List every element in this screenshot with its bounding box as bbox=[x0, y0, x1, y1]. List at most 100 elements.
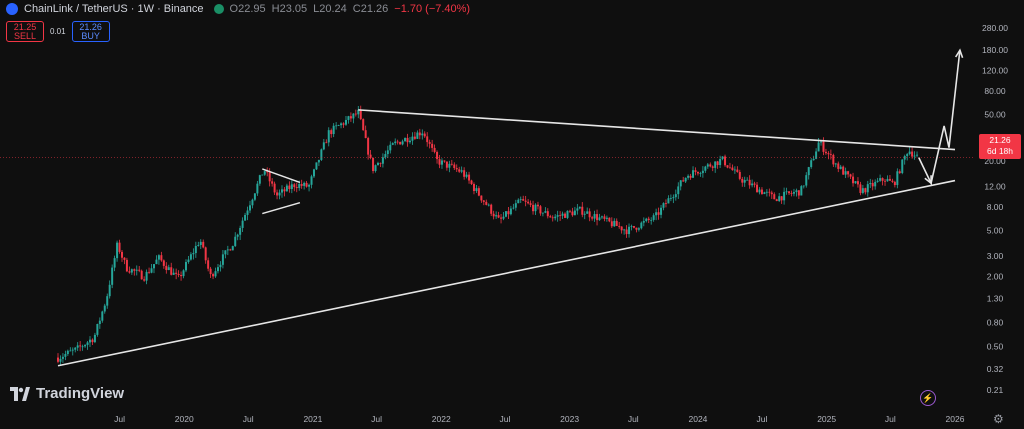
candle-body bbox=[143, 279, 145, 280]
candle-body bbox=[404, 138, 406, 141]
candle-body bbox=[724, 156, 726, 165]
candle-body bbox=[697, 172, 699, 173]
candle-body bbox=[475, 188, 477, 191]
candle-body bbox=[215, 271, 217, 276]
candle-body bbox=[773, 194, 775, 199]
candle-body bbox=[569, 211, 571, 212]
candle-body bbox=[173, 273, 175, 275]
tradingview-logo-icon bbox=[10, 387, 30, 401]
candle-body bbox=[557, 215, 559, 217]
candle-body bbox=[889, 179, 891, 181]
candle-body bbox=[303, 183, 305, 186]
candle-body bbox=[520, 199, 522, 200]
y-tick-label: 0.50 bbox=[987, 341, 1004, 351]
candle-body bbox=[119, 243, 121, 252]
candle-body bbox=[453, 165, 455, 168]
candle-body bbox=[170, 267, 172, 275]
candle-body bbox=[202, 242, 204, 248]
candle-body bbox=[229, 249, 231, 250]
y-tick-label: 80.00 bbox=[984, 86, 1006, 96]
candle-body bbox=[640, 223, 642, 229]
candle-body bbox=[704, 167, 706, 171]
sell-label: SELL bbox=[7, 32, 43, 41]
candle-body bbox=[510, 209, 512, 215]
candle-body bbox=[832, 155, 834, 164]
candle-body bbox=[790, 193, 792, 194]
candle-body bbox=[288, 186, 290, 189]
symbol-title[interactable]: ChainLink / TetherUS · 1W · Binance bbox=[24, 3, 204, 15]
tradingview-logo[interactable]: TradingView bbox=[10, 385, 124, 402]
buy-button[interactable]: 21.26 BUY bbox=[72, 21, 110, 42]
candle-body bbox=[485, 202, 487, 205]
last-price-value: 21.26 bbox=[979, 135, 1021, 146]
candle-body bbox=[296, 187, 298, 188]
candle-body bbox=[746, 180, 748, 181]
market-status-icon bbox=[214, 4, 224, 14]
trendline[interactable] bbox=[358, 110, 955, 150]
ohlc-close: C21.26 bbox=[353, 3, 388, 15]
candle-body bbox=[210, 269, 212, 274]
candle-body bbox=[82, 346, 84, 347]
candle-body bbox=[424, 134, 426, 137]
candle-body bbox=[589, 211, 591, 217]
y-tick-label: 5.00 bbox=[987, 226, 1004, 236]
candle-body bbox=[830, 154, 832, 155]
candle-body bbox=[69, 351, 71, 352]
candle-body bbox=[212, 274, 214, 276]
candle-body bbox=[249, 205, 251, 210]
candle-body bbox=[690, 176, 692, 178]
sell-button[interactable]: 21.25 SELL bbox=[6, 21, 44, 42]
candle-body bbox=[345, 120, 347, 125]
lightning-icon[interactable]: ⚡ bbox=[920, 390, 936, 406]
candle-body bbox=[106, 296, 108, 305]
candle-body bbox=[222, 254, 224, 264]
candle-body bbox=[133, 269, 135, 271]
candle-body bbox=[399, 142, 401, 144]
gear-icon[interactable]: ⚙ bbox=[993, 412, 1004, 426]
candle-body bbox=[116, 243, 118, 258]
candle-body bbox=[554, 217, 556, 218]
candle-body bbox=[672, 197, 674, 198]
candle-body bbox=[584, 214, 586, 215]
pennant-lower-line[interactable] bbox=[262, 203, 300, 214]
candle-body bbox=[160, 255, 162, 260]
candle-body bbox=[835, 163, 837, 164]
candle-body bbox=[434, 148, 436, 152]
ohlc-change: −1.70 (−7.40%) bbox=[394, 3, 470, 15]
candle-body bbox=[864, 188, 866, 192]
x-tick-label: Jul bbox=[499, 414, 510, 424]
candle-body bbox=[62, 357, 64, 359]
candle-body bbox=[608, 218, 610, 222]
candle-body bbox=[766, 192, 768, 193]
x-tick-label: Jul bbox=[628, 414, 639, 424]
candle-body bbox=[648, 219, 650, 220]
candle-body bbox=[175, 273, 177, 274]
candle-body bbox=[776, 199, 778, 201]
candle-body bbox=[847, 171, 849, 174]
candle-body bbox=[370, 155, 372, 158]
candle-body bbox=[281, 189, 283, 192]
candle-body bbox=[840, 167, 842, 169]
candle-body bbox=[882, 178, 884, 181]
candle-body bbox=[77, 345, 79, 347]
candle-body bbox=[490, 205, 492, 214]
candle-body bbox=[682, 180, 684, 181]
candle-body bbox=[301, 184, 303, 186]
trendline[interactable] bbox=[58, 181, 955, 366]
candle-body bbox=[805, 175, 807, 185]
y-tick-label: 0.80 bbox=[987, 318, 1004, 328]
candle-body bbox=[559, 215, 561, 216]
x-tick-label: 2026 bbox=[946, 414, 965, 424]
projection-path[interactable] bbox=[919, 50, 960, 183]
pennant-upper-line[interactable] bbox=[262, 169, 300, 182]
trade-panel: 21.25 SELL 0.01 21.26 BUY bbox=[6, 21, 110, 42]
candle-body bbox=[315, 162, 317, 169]
candle-body bbox=[911, 152, 913, 157]
candle-body bbox=[638, 228, 640, 229]
candle-body bbox=[914, 156, 916, 157]
candle-body bbox=[392, 143, 394, 145]
candle-body bbox=[155, 260, 157, 264]
candle-body bbox=[283, 189, 285, 191]
x-tick-label: 2025 bbox=[817, 414, 836, 424]
